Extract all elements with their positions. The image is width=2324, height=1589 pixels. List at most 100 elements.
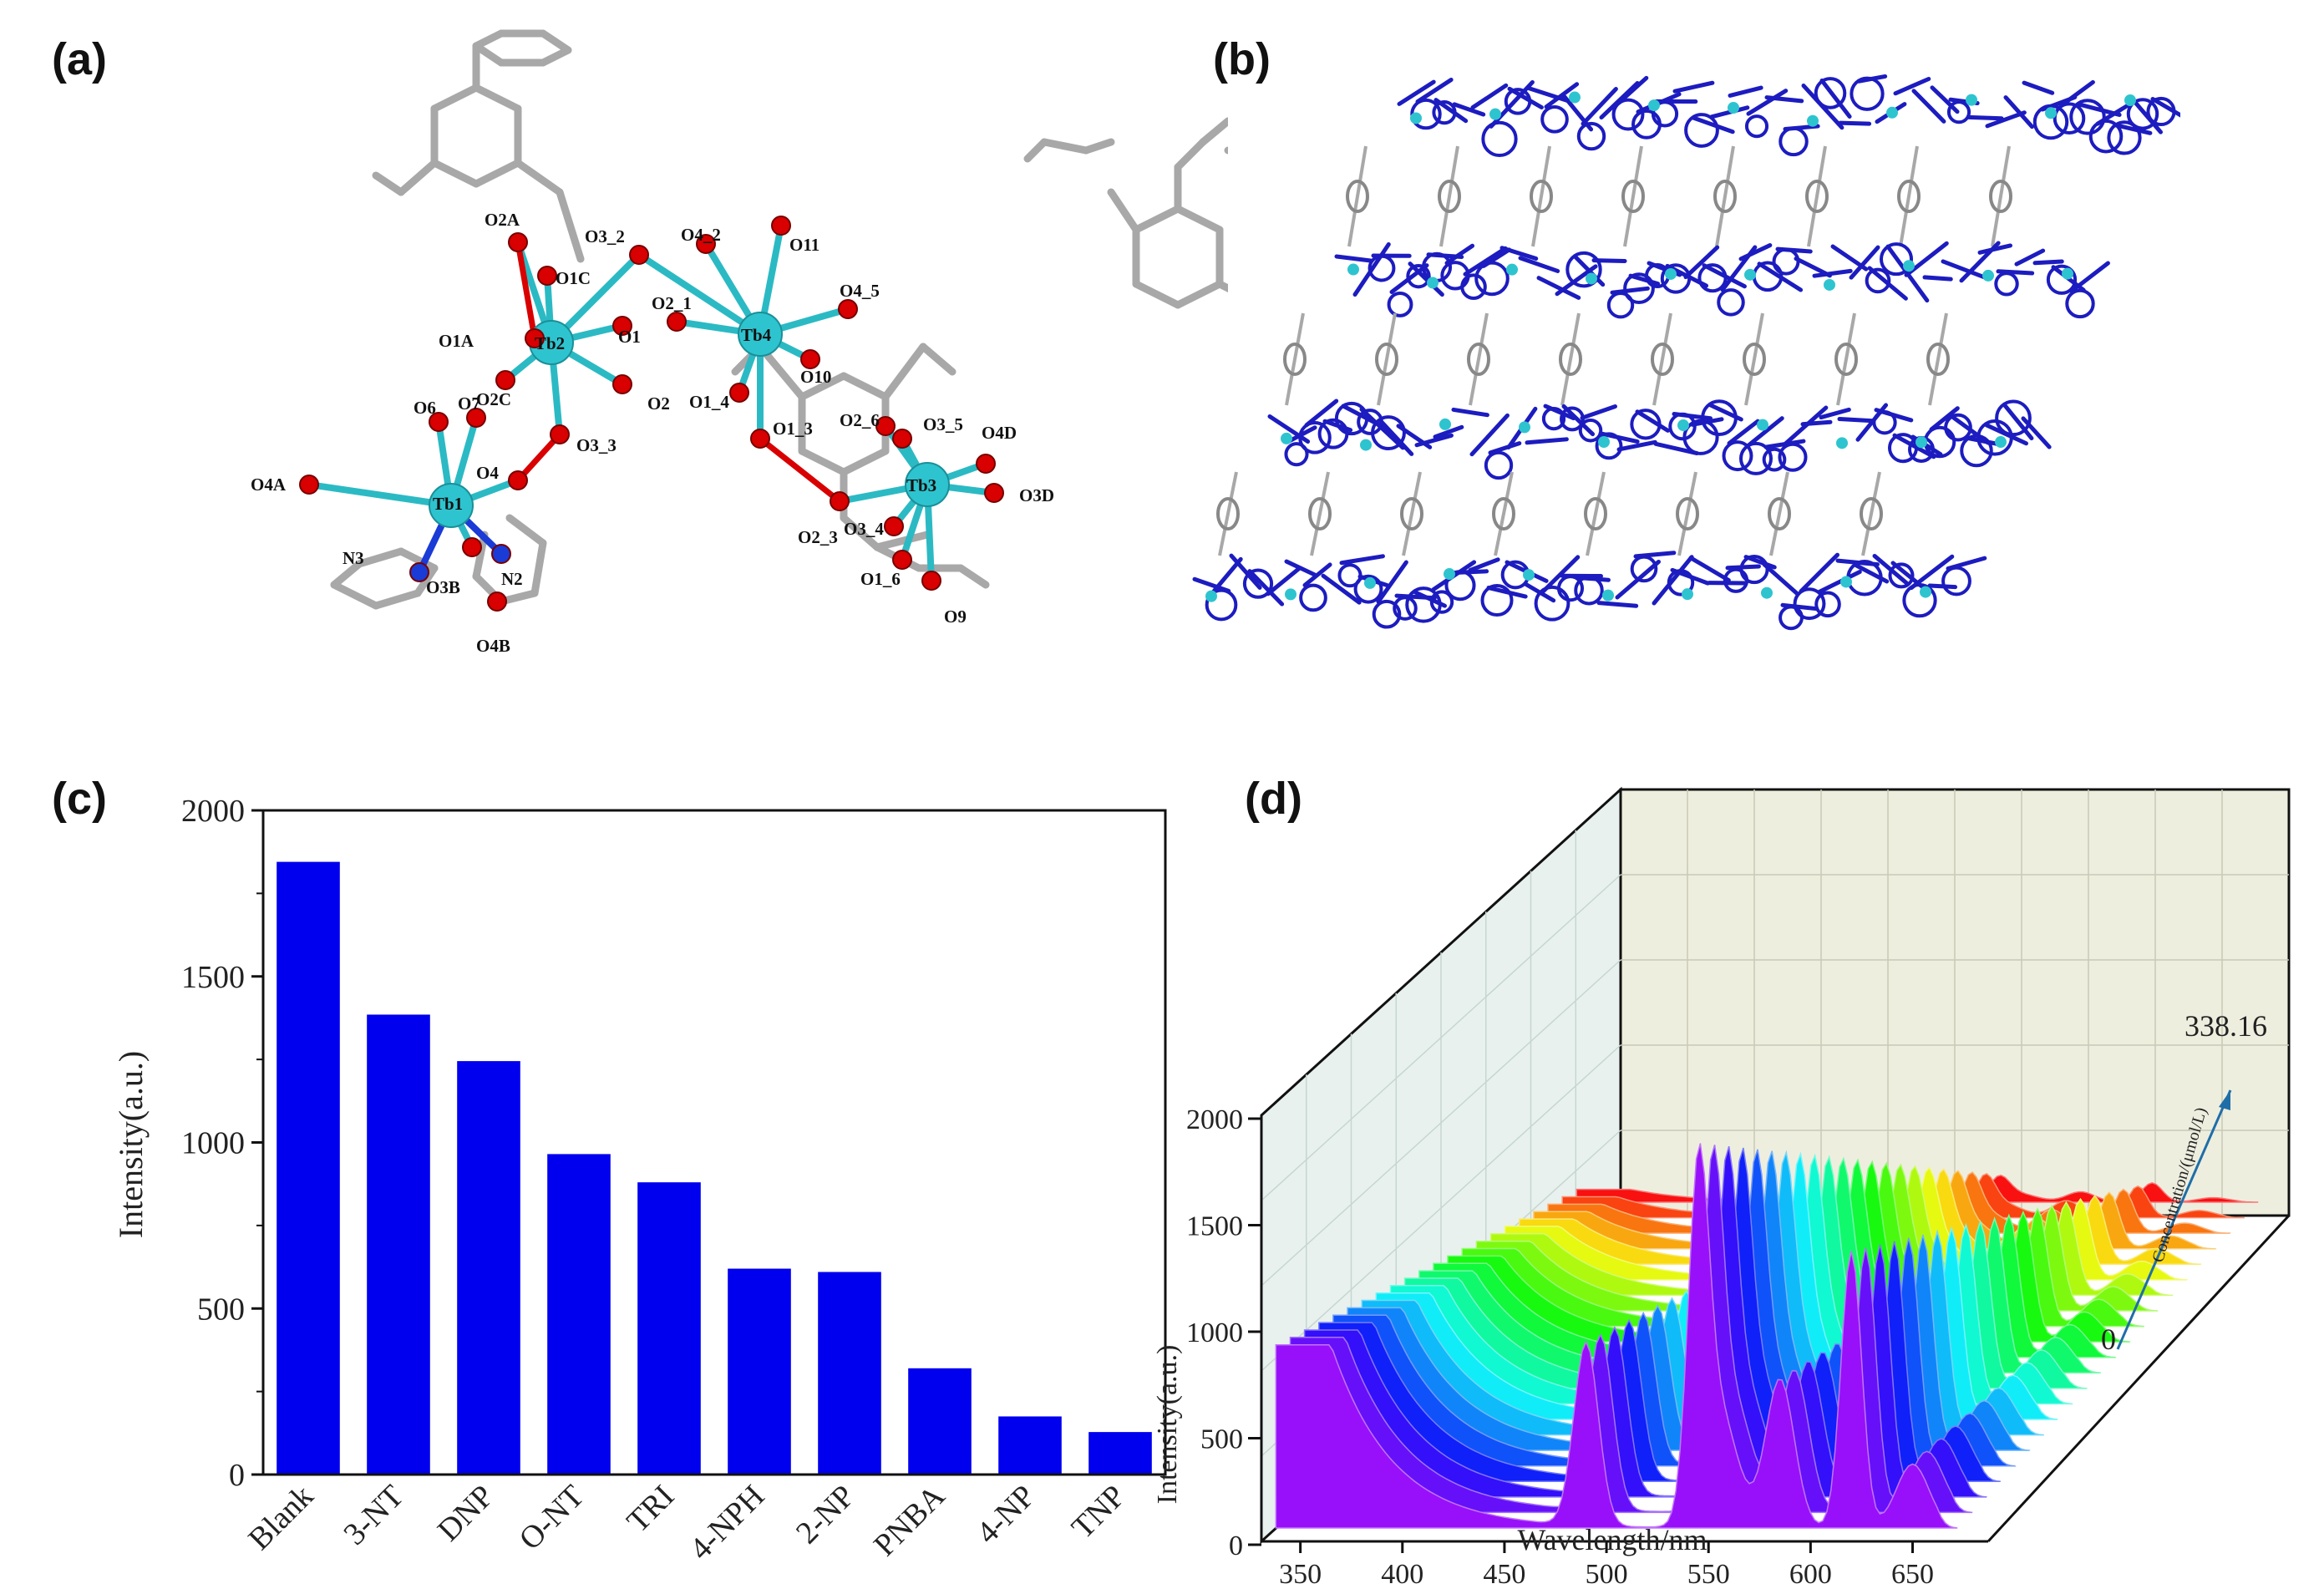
carbon-bond [919, 343, 956, 376]
framework-ring [2046, 264, 2078, 295]
terbium-atom [429, 483, 474, 528]
terbium-node [1807, 114, 1819, 127]
carbon-bond [1132, 280, 1182, 309]
framework-ring [1576, 121, 1606, 151]
framework-ring [1902, 582, 1937, 618]
bar-tnp [1088, 1432, 1152, 1475]
pillar-ring [1283, 343, 1307, 376]
framework-link [1581, 87, 1618, 126]
terbium-node [1903, 260, 1915, 272]
framework-link [1688, 556, 1731, 583]
framework-ring [1368, 254, 1396, 282]
framework-ring [2126, 98, 2159, 130]
carbon-bond [1174, 205, 1224, 234]
y-tick-label: 500 [197, 1292, 245, 1327]
framework-link [1727, 419, 1760, 446]
framework-link [1397, 79, 1436, 106]
framework-layers [1192, 74, 2180, 631]
pillar-ring [1897, 180, 1921, 213]
oxygen-atom [612, 374, 632, 394]
framework-ring [1372, 599, 1402, 629]
concentration-min-label: 0 [2101, 1322, 2116, 1356]
carbon-bond [539, 46, 572, 67]
terbium-node [1836, 437, 1848, 449]
framework-link [1635, 409, 1671, 433]
framework-link [1893, 76, 1931, 96]
carbon-bond [472, 29, 505, 50]
oxygen-atom [800, 349, 820, 369]
terbium-atom [905, 462, 950, 507]
atom-label: O11 [789, 235, 819, 255]
framework-ring [1668, 412, 1697, 441]
pillar-linker [1586, 471, 1606, 556]
framework-ring [1879, 242, 1914, 277]
y-tick-label: 1500 [181, 960, 245, 995]
pillar-ring [1926, 343, 1950, 376]
bar-4-np [998, 1416, 1062, 1475]
x-tick-label: 3-NT [337, 1479, 410, 1552]
framework-layer [1334, 241, 2110, 319]
framework-link [1486, 586, 1528, 599]
tick-label: 600 [1789, 1559, 1832, 1589]
framework-ring [1779, 126, 1809, 157]
oxygen-atom [508, 232, 528, 252]
framework-link [1892, 433, 1936, 459]
atom-label: O4_2 [681, 225, 721, 245]
carbon-bond [840, 372, 890, 401]
x-tick-label: TNP [1065, 1479, 1132, 1546]
tick-label: 1500 [1186, 1211, 1243, 1242]
spectra-waterfall-chart: 0 500 1000 1500 2000 350 400 450 500 550 600 650 W… [1152, 786, 2291, 1589]
terbium-node [1489, 108, 1501, 120]
framework-link [2002, 403, 2034, 441]
terbium-node [1665, 267, 1677, 280]
terbium-node [1444, 568, 1455, 581]
framework-link [1764, 95, 1804, 104]
oxygen-atom [612, 316, 632, 336]
framework-ring [1444, 570, 1476, 602]
bar-2-np [818, 1272, 881, 1475]
framework-link [2069, 261, 2110, 293]
tick-label: 1000 [1186, 1317, 1243, 1348]
framework-link [1544, 82, 1580, 109]
terbium-node [1519, 421, 1530, 434]
oxygen-bond [758, 436, 842, 504]
terbium-node [1586, 272, 1597, 285]
atom-label: Tb1 [433, 494, 463, 514]
framework-link [1488, 441, 1522, 455]
framework-link [1762, 562, 1800, 597]
framework-ring [2065, 288, 2095, 319]
framework-link [1414, 433, 1454, 448]
pillar-ring [1346, 180, 1369, 213]
spectrum-series [1318, 1147, 2002, 1483]
oxygen-bond [515, 241, 538, 339]
carbon-bond [798, 447, 848, 476]
bar-4-nph [728, 1268, 791, 1475]
carbon-bond [798, 372, 848, 401]
framework-ring [2107, 120, 2142, 155]
framework-ring [1371, 415, 1406, 451]
concentration-arrow [2116, 1089, 2232, 1350]
pillar-linker [1991, 145, 2011, 247]
carbon-bond [330, 581, 380, 610]
framework-link [1444, 243, 1475, 266]
framework-ring [1429, 590, 1454, 614]
carbon-bond [372, 171, 405, 196]
framework-ring [2088, 119, 2124, 154]
framework-link [1321, 573, 1362, 605]
atom-label: O3_2 [585, 226, 625, 246]
x-tick-label: 4-NPH [683, 1479, 772, 1567]
pillar-linker [1285, 312, 1305, 406]
carbon-bond [397, 547, 439, 572]
carbon-bond [430, 84, 480, 113]
oxygen-atom [875, 416, 896, 436]
framework-ring [1387, 292, 1413, 317]
framework-link [1941, 259, 1987, 280]
atom-label: O3_5 [923, 414, 963, 434]
framework-ring [1814, 591, 1841, 618]
carbon-bond [873, 531, 931, 551]
terbium-node [1886, 106, 1898, 119]
oxygen-atom [884, 516, 904, 536]
framework-ring [1334, 401, 1369, 436]
framework-layer [1267, 399, 2052, 480]
